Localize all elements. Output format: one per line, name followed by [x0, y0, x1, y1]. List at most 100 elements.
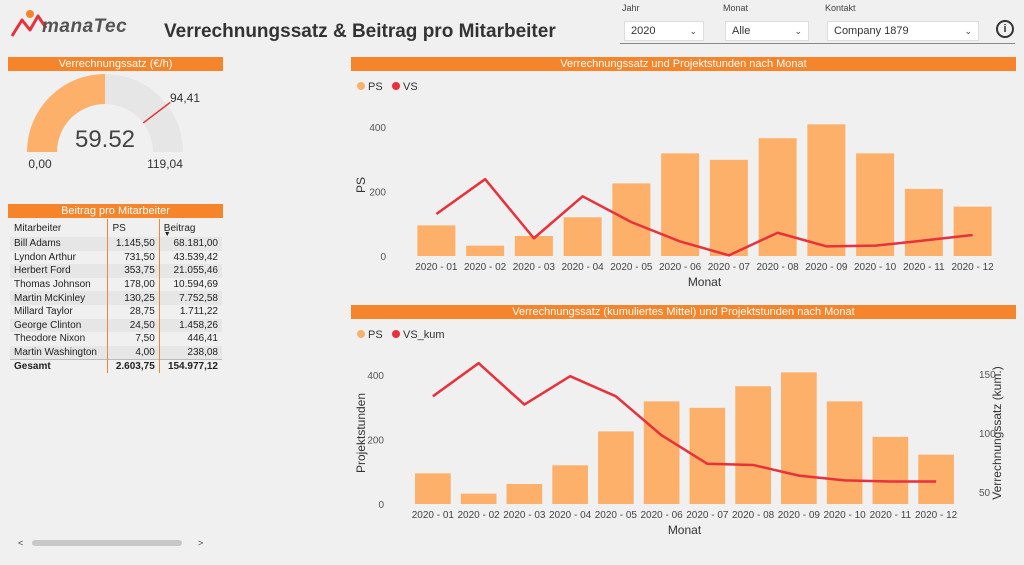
- legend-label-vs_kum: VS_kum: [403, 329, 445, 341]
- contrib-table: Mitarbeiter PS Beitrag ▼ Bill Adams 1.145…: [10, 219, 222, 373]
- line-vs: [435, 177, 973, 257]
- cell-ps: 28,75: [107, 304, 160, 319]
- y-axis-label: PS: [354, 177, 368, 193]
- col-header-ps[interactable]: PS: [107, 219, 160, 237]
- bar-ps: [552, 465, 588, 504]
- cell-contrib: 43.539,42: [158, 250, 222, 265]
- table-row[interactable]: Millard Taylor 28,75 1.711,22: [10, 304, 222, 319]
- y-tick-label: 0: [380, 252, 386, 263]
- gauge-target-line: [142, 101, 171, 124]
- x-tick-label: 2020 - 09: [778, 510, 821, 521]
- chevron-down-icon: ⌄: [794, 25, 802, 36]
- cell-contrib: 1.711,22: [158, 304, 222, 319]
- legend-label-ps: PS: [368, 81, 383, 93]
- bar-ps: [807, 124, 846, 256]
- x-tick-label: 2020 - 11: [903, 262, 945, 273]
- horizontal-scrollbar[interactable]: [32, 540, 182, 546]
- bar-ps: [598, 431, 634, 504]
- filter-label-month: Monat: [723, 3, 749, 13]
- table-row[interactable]: Martin Washington 4,00 238,08: [10, 345, 222, 360]
- table-row[interactable]: George Clinton 24,50 1.458,26: [10, 318, 222, 333]
- x-tick-label: 2020 - 10: [854, 262, 897, 273]
- cell-employee: Martin McKinley: [10, 291, 108, 305]
- x-tick-label: 2020 - 05: [595, 510, 638, 521]
- x-tick-label: 2020 - 07: [686, 510, 729, 521]
- x-tick-label: 2020 - 05: [610, 262, 653, 273]
- legend-label-ps: PS: [368, 329, 383, 341]
- cell-employee: Lyndon Arthur: [14, 251, 76, 263]
- x-tick-label: 2020 - 08: [756, 262, 799, 273]
- bar-ps: [661, 153, 700, 256]
- year-value: 2020: [631, 25, 656, 37]
- x-tick-label: 2020 - 11: [870, 510, 912, 521]
- cell-ps: 1.145,50: [107, 237, 160, 251]
- scroll-left-icon[interactable]: <: [18, 538, 24, 548]
- x-tick-label: 2020 - 12: [951, 262, 994, 273]
- col-header-contrib[interactable]: Beitrag ▼: [158, 219, 222, 238]
- legend-marker-vs: [392, 82, 400, 90]
- chart2-title: Verrechnungssatz (kumuliertes Mittel) un…: [351, 305, 1016, 319]
- table-row[interactable]: Lyndon Arthur 731,50 43.539,42: [10, 250, 222, 265]
- contact-value: Company 1879: [834, 25, 909, 37]
- cell-ps: 731,50: [107, 250, 160, 265]
- col-header-employee[interactable]: Mitarbeiter: [14, 222, 62, 234]
- scroll-right-icon[interactable]: >: [198, 538, 204, 548]
- y-tick-label: 400: [367, 371, 384, 382]
- info-icon[interactable]: i: [996, 20, 1014, 38]
- manatec-logo: [10, 10, 48, 37]
- x-tick-label: 2020 - 03: [503, 510, 546, 521]
- x-axis-label: Monat: [688, 275, 722, 289]
- filter-label-year: Jahr: [622, 3, 640, 13]
- bar-ps: [735, 386, 771, 504]
- contact-dropdown[interactable]: Company 1879 ⌄: [827, 21, 979, 41]
- table-row[interactable]: Herbert Ford 353,75 21.055,46: [10, 264, 222, 278]
- contrib-title: Beitrag pro Mitarbeiter: [8, 204, 223, 218]
- bar-ps: [506, 483, 543, 504]
- bar-ps: [872, 436, 909, 504]
- year-dropdown[interactable]: 2020 ⌄: [624, 21, 704, 41]
- col-header-contrib-label: Beitrag: [163, 222, 196, 234]
- table-row[interactable]: Martin McKinley 130,25 7.752,58: [10, 291, 222, 305]
- total-label: Gesamt: [10, 358, 108, 373]
- gauge-chart: 59.52 0,00 119,04 94,41: [26, 73, 200, 171]
- cell-contrib: 238,08: [158, 345, 222, 360]
- y-tick-label: 200: [367, 435, 384, 446]
- y2-tick-label: 50: [979, 488, 991, 499]
- bar-ps: [826, 401, 863, 504]
- x-tick-label: 2020 - 06: [659, 262, 702, 273]
- bar-ps: [856, 153, 895, 256]
- cell-employee: Millard Taylor: [14, 306, 73, 318]
- gauge-max-label: 119,04: [147, 157, 183, 171]
- y-tick-label: 0: [378, 500, 384, 511]
- filter-label-contact: Kontakt: [825, 3, 856, 13]
- cell-employee: Thomas Johnson: [14, 279, 91, 291]
- total-ps: 2.603,75: [107, 358, 160, 373]
- cell-employee: George Clinton: [10, 318, 108, 333]
- bar-ps: [643, 401, 680, 504]
- y2-tick-label: 100: [979, 429, 996, 440]
- cell-contrib: 446,41: [158, 332, 222, 346]
- cell-contrib: 7.752,58: [158, 291, 222, 305]
- gauge-fill: [27, 74, 105, 152]
- y-tick-label: 400: [369, 123, 386, 134]
- bar-ps: [904, 188, 943, 256]
- bar-ps: [953, 206, 992, 256]
- y2-tick-label: 150: [979, 370, 996, 381]
- y-tick-label: 200: [369, 187, 386, 198]
- bar-ps: [514, 235, 553, 256]
- page-title: Verrechnungssatz & Beitrag pro Mitarbeit…: [164, 21, 556, 42]
- x-tick-label: 2020 - 10: [823, 510, 866, 521]
- x-tick-label: 2020 - 01: [415, 262, 458, 273]
- cell-ps: 24,50: [107, 318, 160, 333]
- table-row[interactable]: Theodore Nixon 7,50 446,41: [10, 332, 222, 346]
- chevron-down-icon: ⌄: [964, 25, 972, 36]
- table-row[interactable]: Thomas Johnson 178,00 10.594,69: [10, 277, 222, 292]
- x-tick-label: 2020 - 03: [513, 262, 556, 273]
- x-axis-label: Monat: [668, 523, 702, 537]
- month-dropdown[interactable]: Alle ⌄: [725, 21, 809, 41]
- table-row[interactable]: Bill Adams 1.145,50 68.181,00: [10, 237, 222, 251]
- cell-ps: 353,75: [107, 264, 160, 278]
- cell-employee: Martin Washington: [10, 345, 108, 360]
- sort-desc-icon: ▼: [163, 231, 171, 238]
- cell-employee: Theodore Nixon: [14, 333, 86, 345]
